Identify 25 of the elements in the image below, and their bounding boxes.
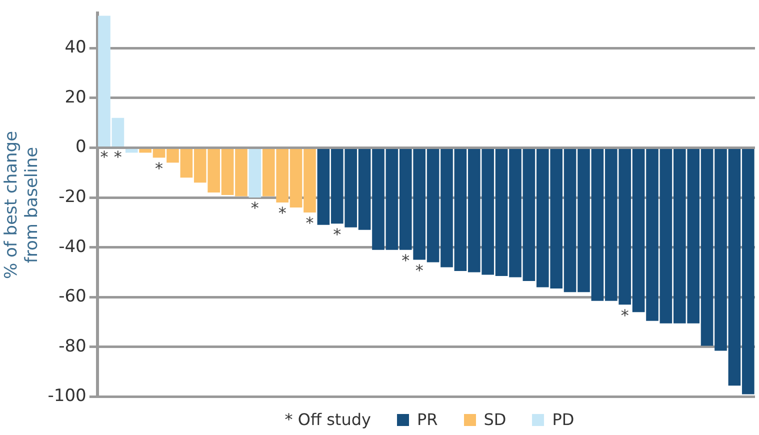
y-tick-label: -100 <box>48 386 86 406</box>
data-label: * <box>306 214 314 233</box>
data-label: * <box>100 148 108 167</box>
legend-label: PR <box>416 410 438 429</box>
data-label: * <box>114 148 122 167</box>
text: * Off study <box>284 410 371 429</box>
data-label: * <box>402 250 410 270</box>
legend-label: SD <box>484 410 506 429</box>
data-label: * <box>250 198 259 218</box>
y-tick-label: -60 <box>58 286 86 307</box>
y-tick-label: 40 <box>64 37 86 58</box>
data-label: * <box>278 204 286 223</box>
y-tick-label: -20 <box>58 186 86 207</box>
y-tick-label: -80 <box>58 336 86 356</box>
legend-label: PD <box>552 410 574 429</box>
data-label: * <box>620 306 629 325</box>
data-label: * <box>155 158 164 178</box>
data-label: * <box>415 260 424 280</box>
y-tick-label: 0 <box>76 137 86 158</box>
y-tick-label: -40 <box>58 236 86 257</box>
bar <box>248 148 262 198</box>
data-label: * <box>333 224 342 244</box>
bar <box>125 148 138 153</box>
y-axis-title: % of best change from baseline <box>2 130 42 280</box>
y-tick-label: 20 <box>64 87 86 108</box>
